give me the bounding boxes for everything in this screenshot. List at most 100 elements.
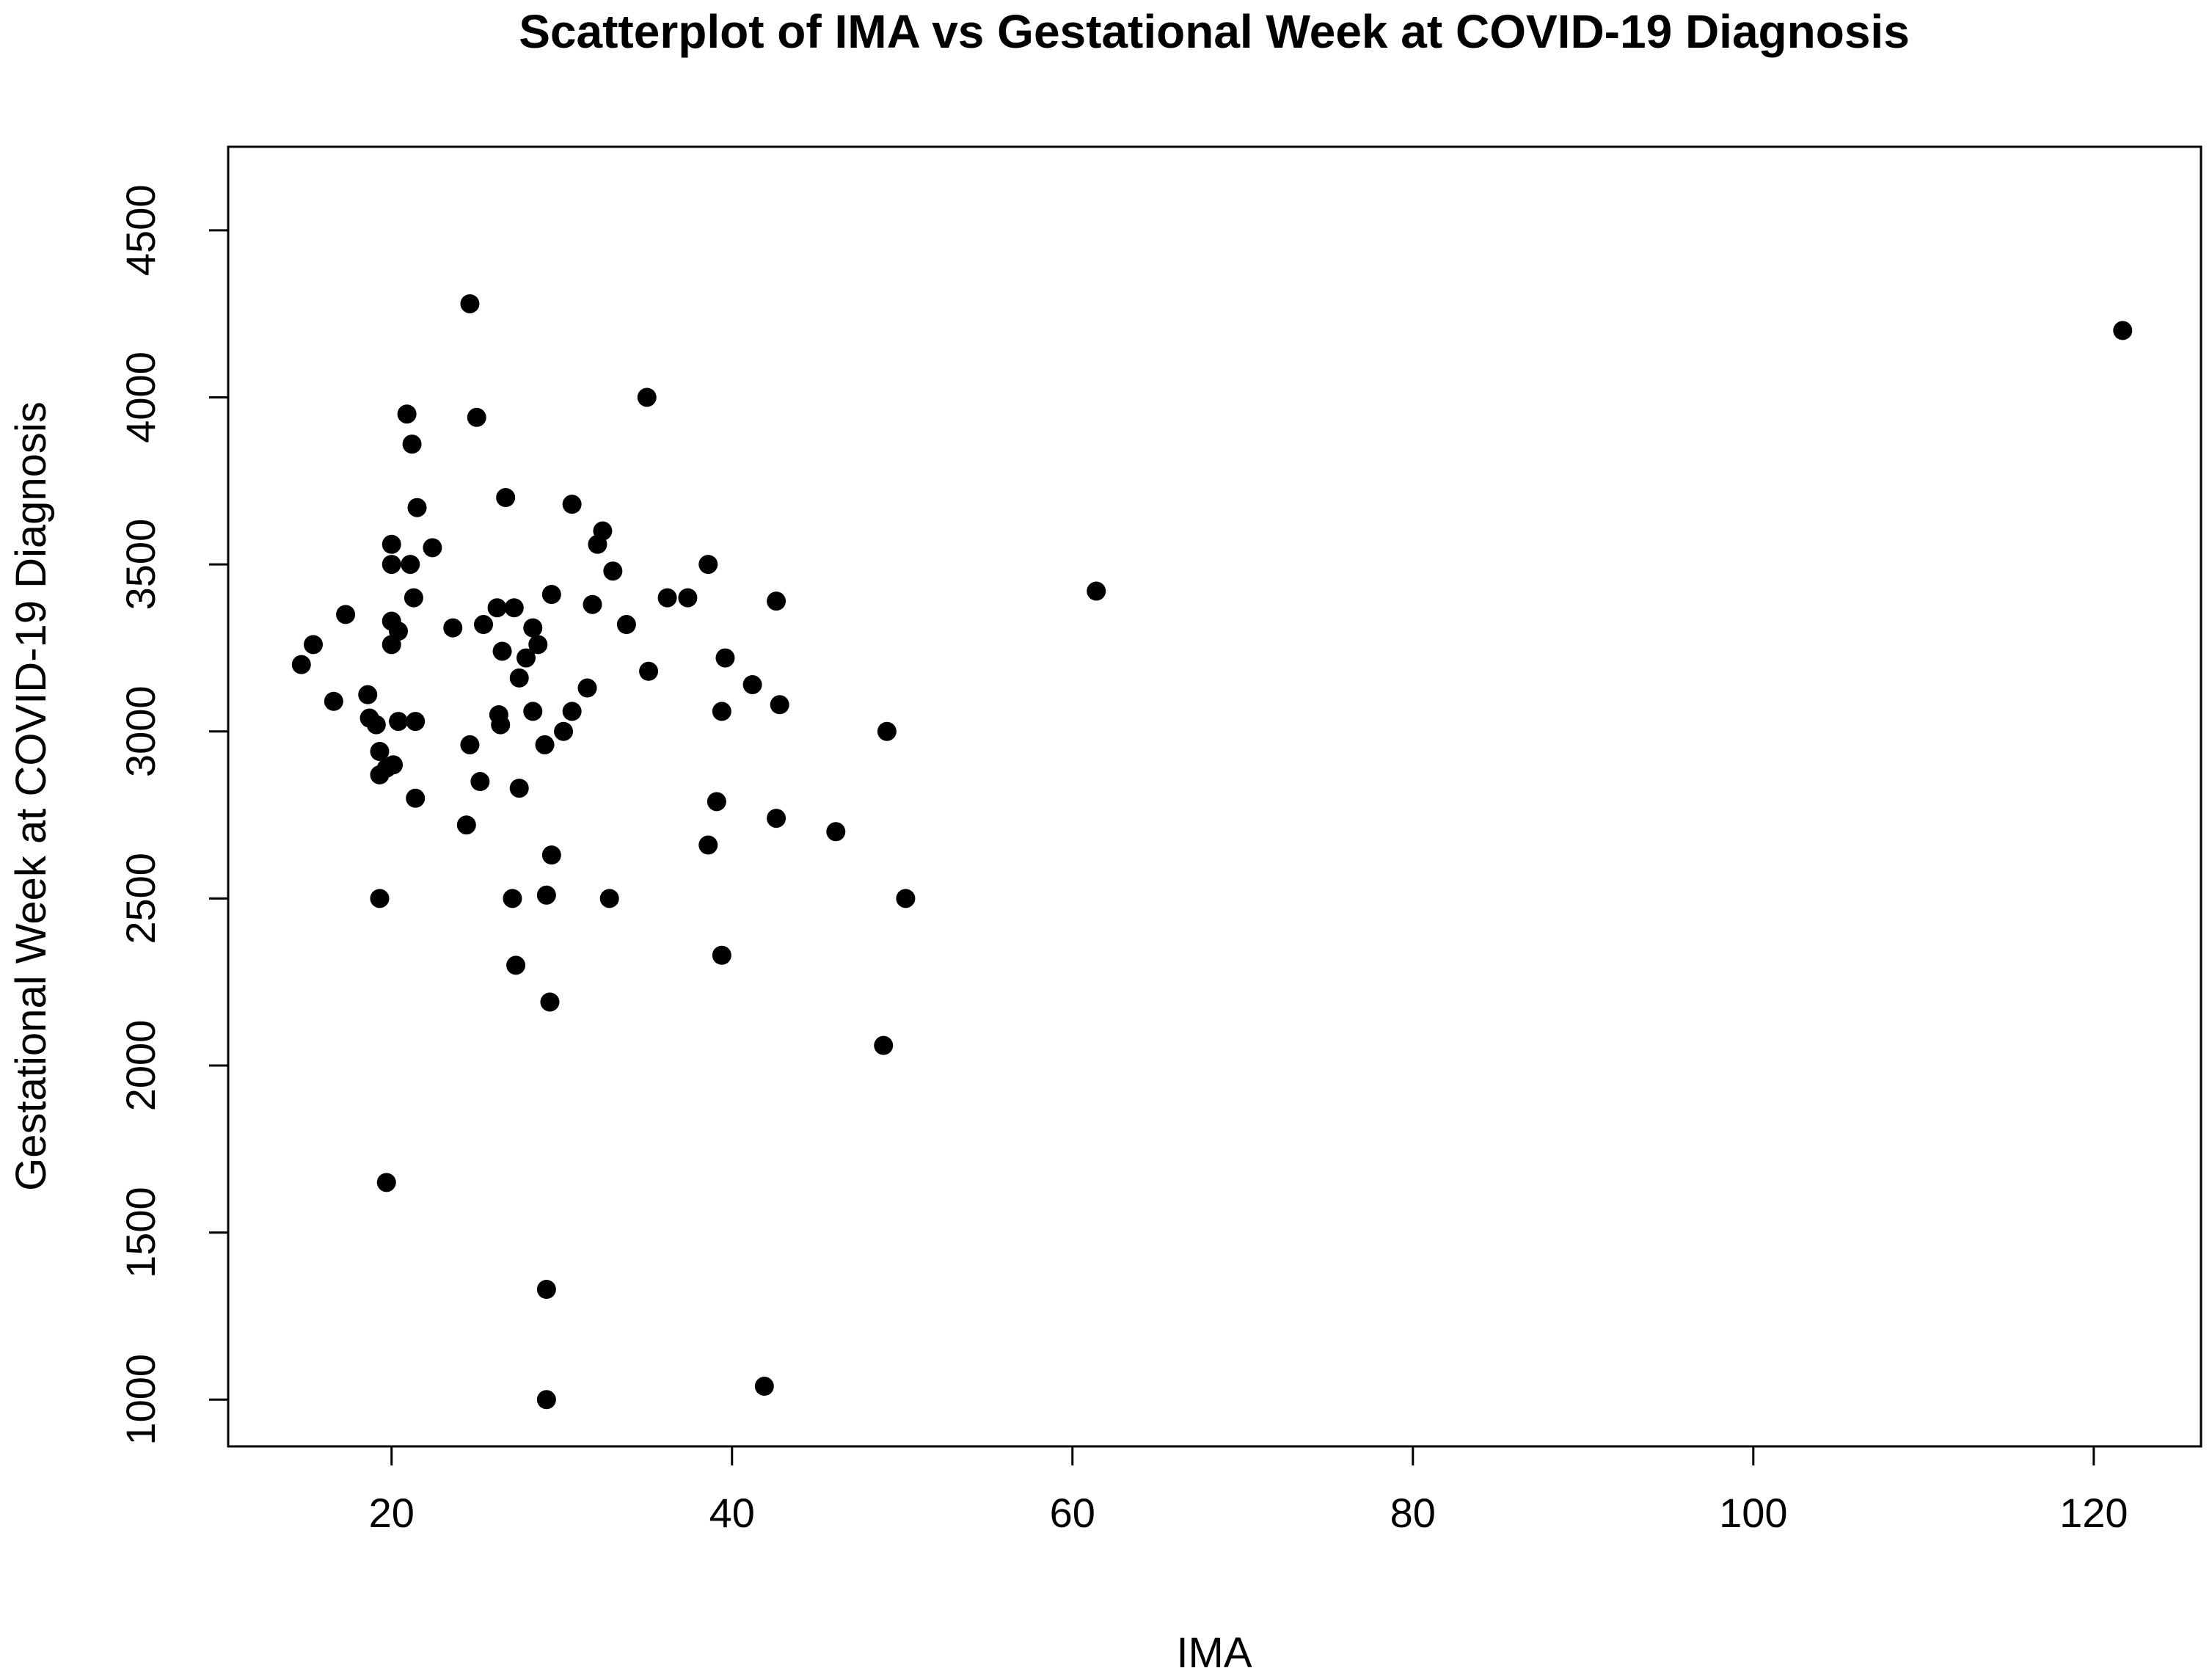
data-point [896,889,916,908]
data-point [406,788,426,808]
data-point [291,655,311,674]
data-point [370,742,390,762]
data-point [491,715,511,735]
data-point [509,779,529,798]
data-point [562,702,582,721]
y-tick-label: 1000 [117,1354,164,1446]
data-point [603,561,623,581]
data-point [874,1035,894,1055]
x-tick-label: 40 [709,1490,755,1536]
data-point [404,588,423,608]
data-point [637,387,657,407]
data-point [492,641,512,661]
data-point [423,538,442,558]
x-tick-label: 80 [1390,1490,1436,1536]
y-tick-label: 4000 [117,352,164,443]
data-point [1087,581,1106,601]
data-point [523,618,543,638]
data-point [536,1390,556,1410]
data-point [593,521,613,541]
data-point [504,598,524,618]
data-point [712,702,731,721]
y-tick-label: 4500 [117,185,164,277]
data-point [536,1280,556,1300]
data-point [382,555,401,575]
data-point [389,712,409,732]
data-point [358,685,378,704]
data-point [382,534,401,554]
chart-title: Scatterplot of IMA vs Gestational Week a… [519,5,1910,58]
data-point [503,889,522,908]
y-axis-label: Gestational Week at COVID-19 Diagnosis [7,401,55,1191]
x-tick-label: 100 [1719,1490,1787,1536]
data-point [599,889,619,908]
data-point [496,488,516,508]
data-point [366,715,386,735]
data-points [291,294,2133,1410]
x-tick-label: 60 [1050,1490,1095,1536]
data-point [616,615,636,635]
data-point [577,678,597,698]
data-point [407,498,427,517]
data-point [324,691,343,711]
data-point [554,721,574,741]
data-point [470,772,490,792]
data-point [678,588,698,608]
data-point [509,668,529,688]
data-point [770,695,789,715]
data-point [754,1377,774,1396]
data-point [402,434,422,454]
y-tick-label: 2000 [117,1020,164,1112]
x-axis: 20 40 60 80 100 120 [369,1445,2128,1536]
data-point [698,835,718,855]
data-point [370,889,390,908]
data-point [583,594,602,614]
y-tick-label: 3500 [117,519,164,611]
y-tick-label: 1500 [117,1187,164,1278]
data-point [443,618,463,638]
data-point [541,585,561,605]
data-point [767,591,786,611]
data-point [336,605,356,624]
x-tick-label: 20 [369,1490,415,1536]
data-point [540,992,560,1012]
data-point [474,615,494,635]
x-axis-label: IMA [1176,1629,1252,1677]
data-point [467,407,486,427]
data-point [767,809,786,828]
y-axis: 1000 1500 2000 2500 3000 3500 4000 4500 [117,185,230,1446]
data-point [376,1173,396,1192]
data-point [384,755,404,775]
data-point [535,735,555,754]
data-point [877,721,897,741]
data-point [698,555,718,575]
data-point [639,661,659,681]
data-point [517,648,536,668]
data-point [401,555,420,575]
data-point [536,885,556,905]
y-tick-label: 3000 [117,685,164,777]
data-point [460,294,480,313]
data-point [707,792,726,812]
data-point [2113,321,2133,340]
data-point [715,648,735,668]
data-point [304,635,324,655]
data-point [397,404,417,424]
data-point [506,955,526,975]
data-point [541,845,561,865]
data-point [456,815,476,835]
data-point [712,945,731,965]
data-point [826,822,846,842]
data-point [460,735,480,754]
data-point [742,674,762,694]
data-point [657,588,677,608]
data-point [528,635,548,655]
data-point [562,495,582,514]
data-point [389,622,409,641]
data-point [406,712,426,732]
x-tick-label: 120 [2059,1490,2128,1536]
data-point [523,702,543,721]
y-tick-label: 2500 [117,853,164,944]
